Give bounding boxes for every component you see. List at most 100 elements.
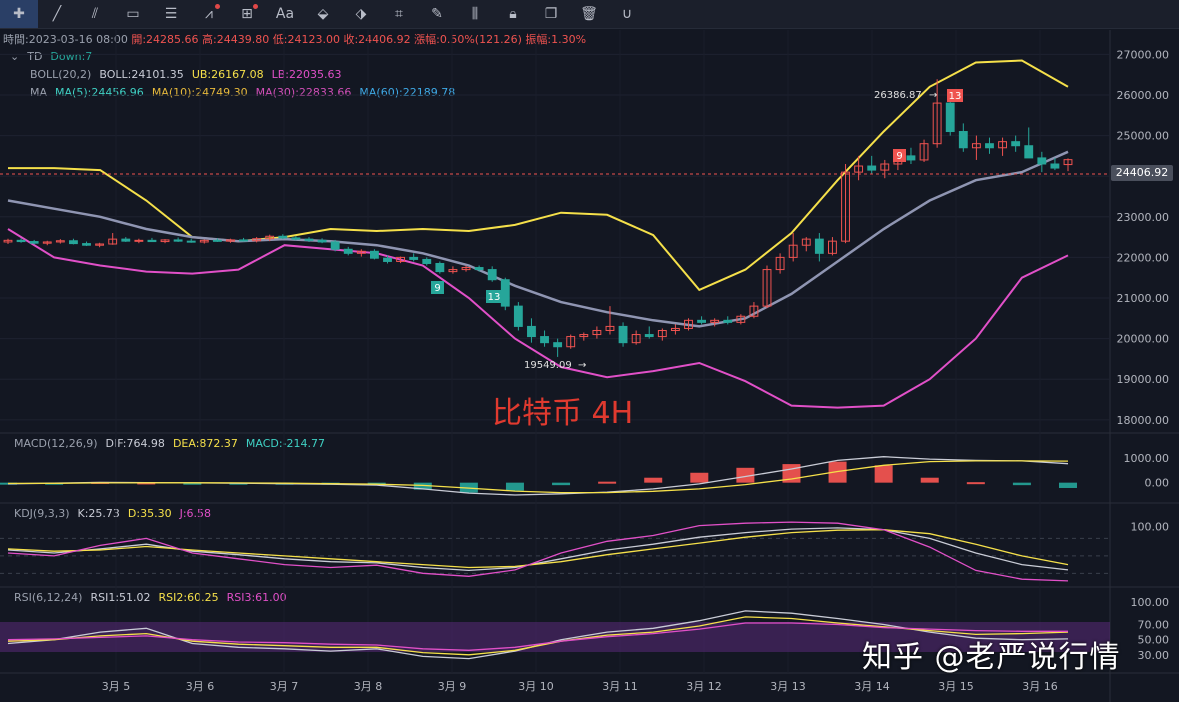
candle-body	[985, 143, 994, 149]
candle-body	[841, 171, 850, 242]
macd-histogram-bar	[1012, 482, 1031, 486]
ruler-icon[interactable]: ⌗	[395, 6, 403, 22]
candle-body	[409, 256, 419, 260]
boll-lb: LB:22035.63	[271, 68, 342, 81]
text-icon[interactable]: Aa	[275, 6, 295, 22]
price-tick-label: 21000.00	[1117, 292, 1170, 305]
time-tick-label: 3月 16	[1022, 680, 1058, 693]
rsi-3: RSI3:61.00	[226, 591, 287, 604]
fib-circle-icon[interactable]: ⬗	[355, 6, 367, 22]
candle-body	[749, 305, 759, 317]
macd-histogram-bar	[920, 477, 939, 483]
ma-label[interactable]: MA	[30, 86, 48, 99]
wave-icon[interactable]: ⩘	[190, 0, 228, 28]
candle-body	[1050, 163, 1060, 169]
svg-text:→: →	[578, 360, 586, 371]
macd-histogram-bar	[0, 482, 17, 485]
pattern-icon[interactable]: ⬙	[317, 6, 329, 22]
macd-histogram-bar	[644, 477, 663, 483]
collapse-chevron-icon[interactable]: ⌄	[10, 50, 20, 63]
macd-label[interactable]: MACD(12,26,9)	[14, 437, 98, 450]
rsi-tick-label: 30.00	[1138, 649, 1170, 662]
candle-body	[160, 239, 170, 243]
candle-body	[29, 241, 39, 244]
price-tick-label: 26000.00	[1117, 89, 1170, 102]
candle-body	[958, 131, 968, 149]
candle-body	[566, 336, 576, 348]
td9-sell-marker	[893, 149, 906, 162]
brush-icon[interactable]: ✎	[431, 6, 443, 22]
rectangle-icon[interactable]: ▭	[126, 6, 140, 22]
td-label[interactable]: TD	[27, 50, 43, 63]
candle-body	[592, 329, 602, 336]
time-tick-label: 3月 15	[938, 680, 974, 693]
candle-body	[1063, 159, 1073, 166]
svg-text:9: 9	[896, 151, 902, 162]
macd-histogram-bar	[598, 481, 617, 484]
low-annotation: 19549.09	[524, 360, 572, 371]
ohlc-close: 收:24406.92	[343, 33, 411, 46]
rsi-tick-label: 70.00	[1138, 619, 1170, 632]
candle-body	[618, 325, 628, 344]
ohlc-low: 低:24123.00	[272, 33, 340, 46]
candle-body	[657, 329, 667, 338]
candle-body	[239, 239, 248, 242]
candle-body	[998, 141, 1007, 149]
ohlc-amplitude: 振幅:1.30%	[525, 33, 587, 46]
price-tick-label: 20000.00	[1117, 333, 1170, 346]
rsi-tick-label: 100.00	[1131, 596, 1170, 609]
candle-body	[579, 334, 589, 338]
candle-body	[356, 250, 366, 254]
candle-body	[919, 143, 929, 161]
macd-value: MACD:-214.77	[245, 437, 326, 450]
time-tick-label: 3月 12	[686, 680, 722, 693]
candles-icon[interactable]: ⫼	[471, 6, 479, 22]
rsi-2: RSI2:60.25	[158, 591, 219, 604]
macd-tick-label: 0.00	[1145, 477, 1170, 490]
candle-body	[82, 243, 91, 246]
macd-histogram-bar	[413, 482, 432, 490]
rsi-label[interactable]: RSI(6,12,24)	[14, 591, 83, 604]
candle-body	[487, 269, 497, 281]
candle-body	[95, 243, 105, 246]
candle-body	[252, 238, 262, 242]
fib-icon[interactable]: ☰	[164, 6, 178, 22]
td-value: Down:7	[50, 50, 93, 63]
delete-icon[interactable]: 🗑︎	[580, 6, 598, 22]
candle-body	[69, 240, 78, 245]
crosshair-icon[interactable]: ✚	[0, 0, 38, 28]
rsi-legend: RSI(6,12,24) RSI1:51.02 RSI2:60.25 RSI3:…	[14, 591, 287, 604]
clone-icon[interactable]: ❐	[544, 6, 558, 22]
candle-body	[710, 319, 720, 323]
candle-body	[880, 163, 890, 171]
time-tick-label: 3月 6	[186, 680, 215, 693]
ohlc-open: 開:24285.66	[131, 33, 199, 46]
magnet-icon[interactable]: ∪	[621, 6, 633, 22]
candle-body	[697, 319, 707, 323]
macd-histogram-bar	[1059, 482, 1077, 488]
ohlc-time: 時間:2023-03-16 08:00	[3, 33, 128, 46]
candle-body	[814, 238, 824, 254]
price-tick-label: 25000.00	[1117, 130, 1170, 143]
macd-dif: DIF:764.98	[105, 437, 165, 450]
boll-label[interactable]: BOLL(20,2)	[30, 68, 92, 81]
kdj-j: J:6.58	[179, 507, 212, 520]
time-tick-label: 3月 9	[438, 680, 467, 693]
kdj-d: D:35.30	[127, 507, 172, 520]
candle-body	[605, 325, 615, 331]
ohlc-high: 高:24439.80	[202, 33, 270, 46]
price-tick-label: 18000.00	[1117, 414, 1170, 427]
trendline-icon[interactable]: ╱	[52, 6, 62, 22]
boll-ub: UB:26167.08	[191, 68, 264, 81]
candle-body	[212, 239, 222, 242]
kdj-label[interactable]: KDJ(9,3,3)	[14, 507, 70, 520]
macd-histogram-bar	[782, 464, 801, 483]
price-tick-label: 22000.00	[1117, 251, 1170, 264]
candle-body	[906, 155, 916, 161]
measure-icon[interactable]: ⊞	[228, 0, 266, 28]
td13-buy-marker	[486, 290, 502, 303]
candle-body	[3, 239, 13, 243]
macd-dif-line	[7, 456, 1069, 496]
lock-icon[interactable]: 🔒︎	[509, 6, 517, 22]
parallel-channel-icon[interactable]: ⫽	[91, 6, 99, 22]
